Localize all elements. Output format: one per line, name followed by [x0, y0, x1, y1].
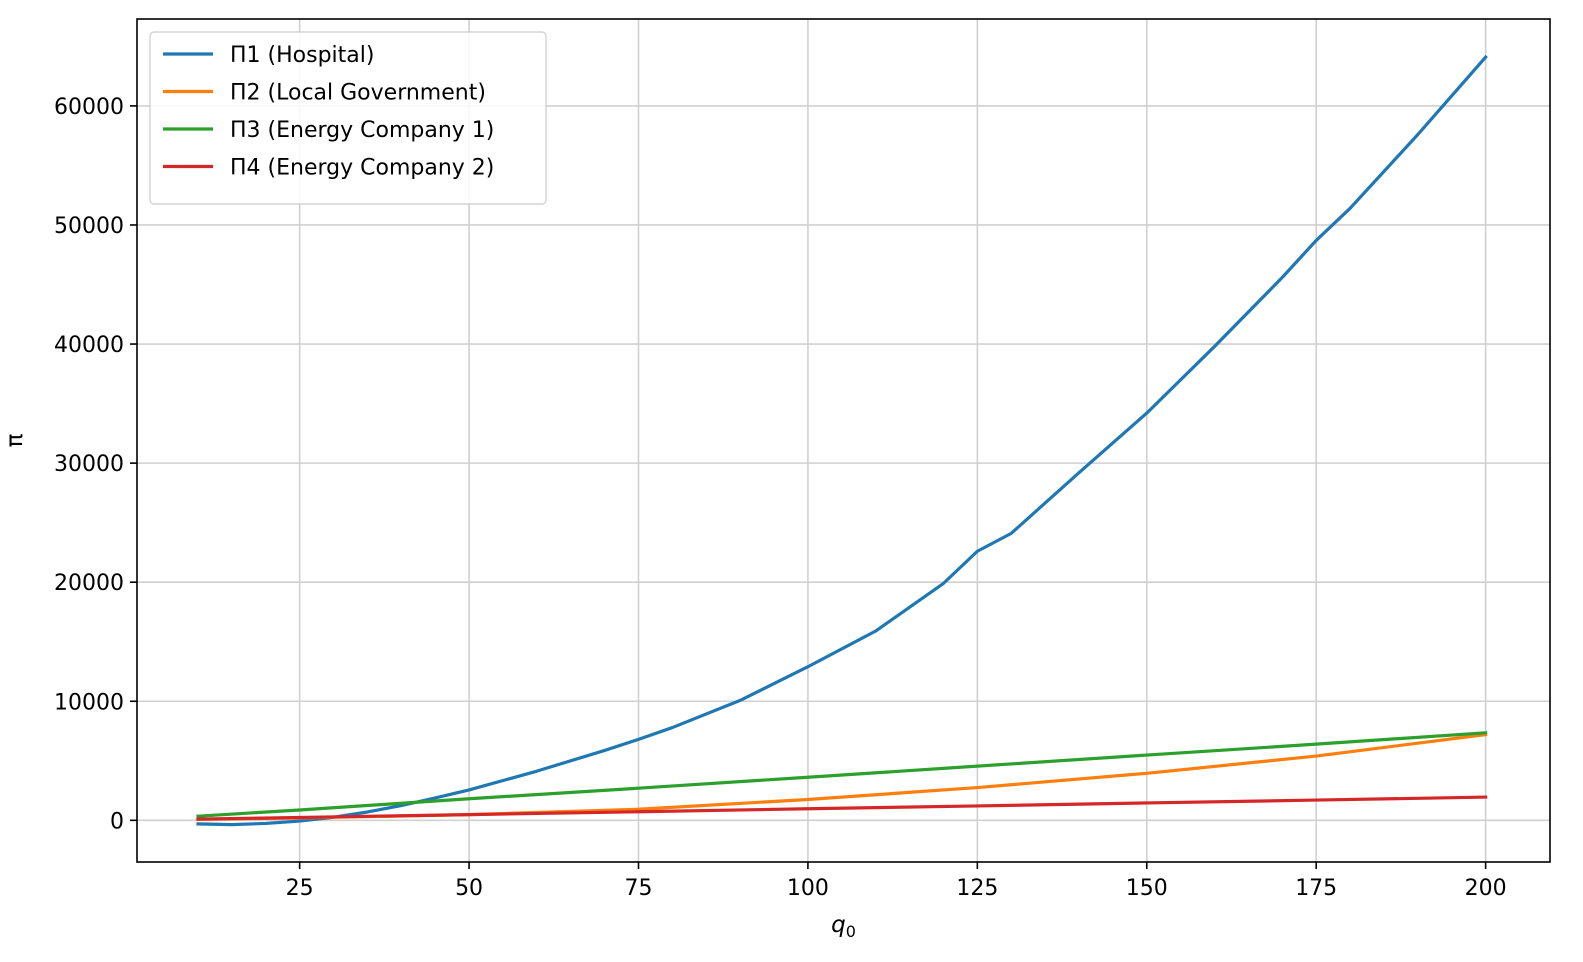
x-tick-label: 175 — [1295, 876, 1337, 901]
plot-frame — [136, 18, 1551, 863]
legend-label-4: Π4 (Energy Company 2) — [230, 156, 494, 181]
legend-box — [149, 31, 547, 205]
y-tick-label: 30000 — [54, 452, 124, 477]
y-axis-ticks: 0 10000 20000 30000 40000 50000 60000 — [54, 95, 137, 834]
x-tick-label: 100 — [787, 876, 829, 901]
x-tick-label: 200 — [1465, 876, 1507, 901]
x-tick-label: 75 — [624, 876, 652, 901]
x-tick-label: 150 — [1126, 876, 1168, 901]
legend-label-3: Π3 (Energy Company 1) — [230, 118, 494, 143]
legend: Π1 (Hospital) Π2 (Local Government) Π3 (En… — [149, 31, 547, 205]
y-axis-label: π — [2, 433, 28, 447]
legend-label-1: Π1 (Hospital) — [230, 43, 374, 68]
x-tick-label: 125 — [956, 876, 998, 901]
x-axis-label-subscript: 0 — [846, 922, 856, 941]
series-line-3 — [196, 731, 1488, 818]
x-tick-label: 25 — [286, 876, 314, 901]
y-tick-label: 50000 — [54, 214, 124, 239]
y-tick-label: 60000 — [54, 95, 124, 120]
x-tick-label: 50 — [455, 876, 483, 901]
y-tick-label: 20000 — [54, 571, 124, 596]
x-axis-ticks: 25 50 75 100 125 150 175 200 — [286, 862, 1507, 901]
series-lines — [196, 54, 1488, 827]
y-tick-label: 10000 — [54, 690, 124, 715]
y-tick-label: 0 — [110, 809, 124, 834]
series-line-4 — [196, 795, 1488, 821]
y-tick-label: 40000 — [54, 333, 124, 358]
grid — [137, 19, 1550, 862]
x-axis-label: q0 — [831, 912, 856, 941]
x-axis-label-base: q — [831, 912, 846, 938]
legend-label-2: Π2 (Local Government) — [230, 81, 486, 106]
